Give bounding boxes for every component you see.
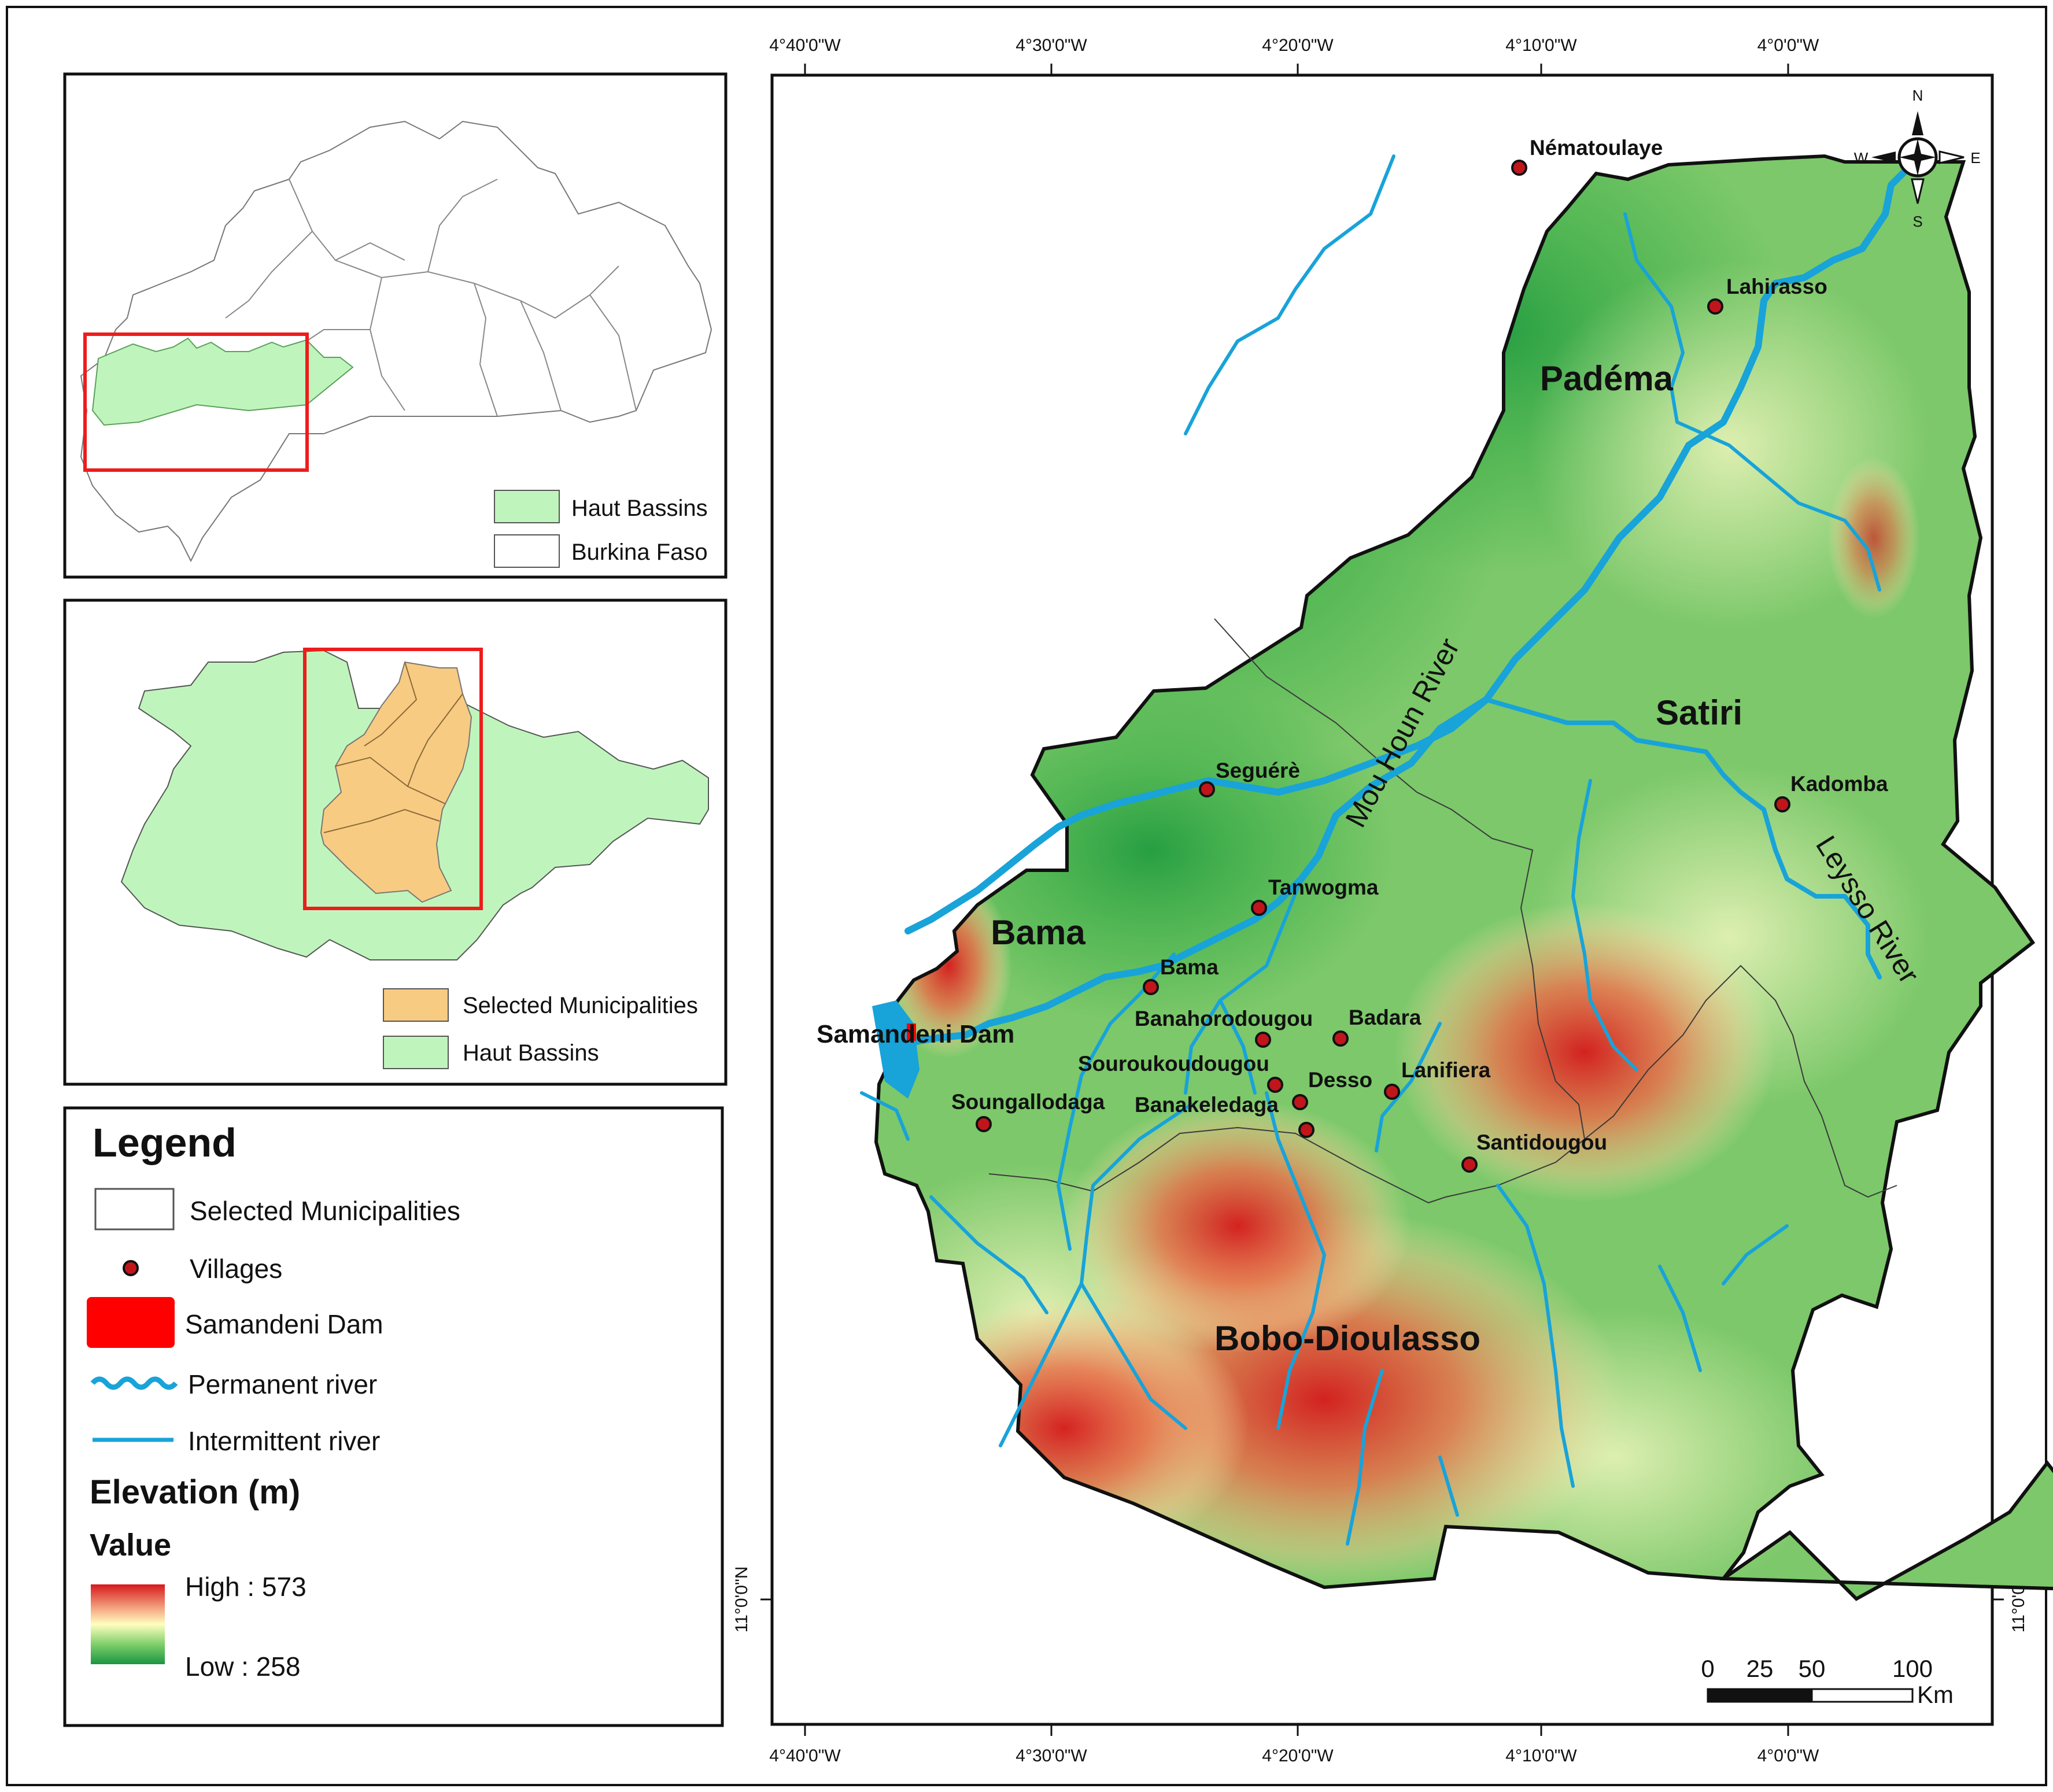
lon-label-top-4: 4°10'0"W bbox=[1505, 36, 1577, 55]
legend-label-haut-bassins-2: Haut Bassins bbox=[463, 1040, 599, 1066]
legend-title: Legend bbox=[93, 1120, 237, 1165]
scale-bar: 0 25 50 100 Km bbox=[1701, 1655, 1954, 1708]
haut-bassins-region bbox=[91, 337, 354, 426]
legend-label-haut-bassins: Haut Bassins bbox=[571, 496, 708, 521]
village-label-soungallodaga: Soungallodaga bbox=[951, 1090, 1105, 1114]
legend-elevation-title: Elevation (m) bbox=[90, 1473, 300, 1511]
village-marker-santidougou bbox=[1461, 1157, 1478, 1173]
village-label-banakeledaga: Banakeledaga bbox=[1135, 1093, 1279, 1117]
lon-label-bottom-3: 4°20'0"W bbox=[1262, 1746, 1334, 1765]
legend-permanent-river-label: Permanent river bbox=[188, 1369, 377, 1399]
burkina-outline bbox=[80, 120, 712, 563]
lon-label-bottom-1: 4°40'0"W bbox=[769, 1746, 841, 1765]
legend-swatch-burkina-faso bbox=[494, 534, 560, 568]
legend-village-label: Villages bbox=[190, 1254, 282, 1284]
permanent-river-main bbox=[893, 696, 1490, 1050]
village-marker-bama bbox=[1143, 979, 1159, 995]
lon-label-bottom-2: 4°30'0"W bbox=[1016, 1746, 1087, 1765]
scale-tick-50: 50 bbox=[1799, 1655, 1826, 1682]
legend-value-title: Value bbox=[90, 1528, 171, 1562]
elevation-ramp bbox=[91, 1584, 165, 1664]
village-marker-tanwogma bbox=[1251, 900, 1267, 916]
elevation-high-label: High : 573 bbox=[185, 1572, 307, 1602]
village-marker-seguere bbox=[1199, 781, 1215, 797]
village-marker-souroukoudougou bbox=[1267, 1077, 1283, 1093]
lon-label-top-3: 4°20'0"W bbox=[1262, 36, 1334, 55]
municipality-label-satiri: Satiri bbox=[1656, 693, 1742, 732]
compass-w: W bbox=[1854, 149, 1869, 167]
village-marker-lanifiera bbox=[1384, 1084, 1400, 1100]
legend-permanent-river-line bbox=[90, 1376, 178, 1390]
inset-haut-bassins: Selected Municipalities Haut Bassins bbox=[63, 598, 728, 1086]
village-marker-kadomba bbox=[1774, 796, 1790, 812]
permanent-river-west bbox=[904, 696, 1490, 934]
scale-unit: Km bbox=[1917, 1681, 1954, 1708]
compass-e: E bbox=[1970, 149, 1980, 167]
village-label-lanifiera: Lanifiera bbox=[1401, 1058, 1491, 1082]
legend-dam-swatch bbox=[87, 1297, 175, 1348]
village-marker-lahirasso bbox=[1707, 298, 1723, 315]
village-marker-desso bbox=[1292, 1094, 1308, 1110]
village-marker-banahorodougou bbox=[1255, 1032, 1271, 1048]
municipality-label-padema: Padéma bbox=[1540, 359, 1674, 398]
village-label-souroukoudougou: Souroukoudougou bbox=[1078, 1052, 1269, 1076]
lon-label-bottom-5: 4°0'0"W bbox=[1757, 1746, 1819, 1765]
legend-swatch-haut-bassins-2 bbox=[383, 1036, 449, 1069]
village-label-desso: Desso bbox=[1308, 1068, 1372, 1092]
page-border bbox=[6, 6, 2047, 1786]
legend-swatch-haut-bassins bbox=[494, 490, 560, 523]
municipality-label-bama: Bama bbox=[991, 913, 1085, 952]
permanent-river-upper bbox=[1483, 164, 1912, 703]
village-label-kadomba: Kadomba bbox=[1790, 772, 1888, 796]
legend-dam-label: Samandeni Dam bbox=[185, 1309, 383, 1339]
lat-label-left: 11°0'0"N bbox=[732, 1566, 751, 1633]
village-label-santidougou: Santidougou bbox=[1476, 1130, 1607, 1154]
legend-village-marker bbox=[123, 1260, 139, 1276]
legend-swatch-selected bbox=[383, 988, 449, 1022]
legend-municipality-swatch bbox=[94, 1188, 175, 1231]
main-map: 4°40'0"W 4°30'0"W 4°20'0"W 4°10'0"W 4°0'… bbox=[732, 36, 2053, 1765]
compass-s: S bbox=[1912, 213, 1922, 230]
village-label-badara: Badara bbox=[1349, 1006, 1421, 1029]
elevation-low-label: Low : 258 bbox=[185, 1651, 300, 1682]
north-arrow: N S E W bbox=[1854, 87, 1981, 230]
village-label-tanwogma: Tanwogma bbox=[1268, 875, 1379, 899]
lon-label-top-5: 4°0'0"W bbox=[1757, 36, 1819, 55]
compass-n: N bbox=[1912, 87, 1923, 104]
study-area-frame-2 bbox=[303, 648, 483, 910]
legend-label-selected: Selected Municipalities bbox=[463, 993, 698, 1018]
village-marker-banakeledaga bbox=[1298, 1122, 1314, 1138]
village-label-seguere: Seguérè bbox=[1216, 759, 1300, 782]
legend-municipality-label: Selected Municipalities bbox=[190, 1196, 460, 1226]
study-area-frame bbox=[83, 332, 309, 472]
selected-municipalities-map bbox=[320, 661, 472, 903]
legend-panel: Legend Selected Municipalities Villages … bbox=[63, 1106, 724, 1727]
lon-label-top-2: 4°30'0"W bbox=[1016, 36, 1087, 55]
village-marker-nematoulaye bbox=[1511, 160, 1527, 176]
village-marker-soungallodaga bbox=[976, 1116, 992, 1132]
inset-burkina-faso: Haut Bassins Burkina Faso bbox=[63, 72, 728, 579]
municipality-label-bobo-dioulasso: Bobo-Dioulasso bbox=[1214, 1319, 1480, 1358]
lon-label-top-1: 4°40'0"W bbox=[769, 36, 841, 55]
village-label-bama: Bama bbox=[1160, 955, 1218, 979]
scale-tick-25: 25 bbox=[1746, 1655, 1774, 1682]
legend-label-burkina-faso: Burkina Faso bbox=[571, 540, 708, 565]
samandeni-dam-marker bbox=[907, 1024, 916, 1041]
lon-label-bottom-4: 4°10'0"W bbox=[1505, 1746, 1577, 1765]
dam-label: Samandeni Dam bbox=[817, 1020, 1014, 1048]
village-markers: Nématoulaye Lahirasso Kadomba Seguérè Ta… bbox=[951, 136, 1888, 1173]
legend-intermittent-river-label: Intermittent river bbox=[188, 1426, 380, 1456]
village-label-lahirasso: Lahirasso bbox=[1726, 275, 1827, 298]
scale-tick-100: 100 bbox=[1892, 1655, 1933, 1682]
village-label-banahorodougou: Banahorodougou bbox=[1135, 1007, 1313, 1030]
village-label-nematoulaye: Nématoulaye bbox=[1530, 136, 1663, 160]
village-marker-badara bbox=[1332, 1030, 1349, 1047]
scale-tick-0: 0 bbox=[1701, 1655, 1714, 1682]
river-network bbox=[860, 154, 1912, 1546]
